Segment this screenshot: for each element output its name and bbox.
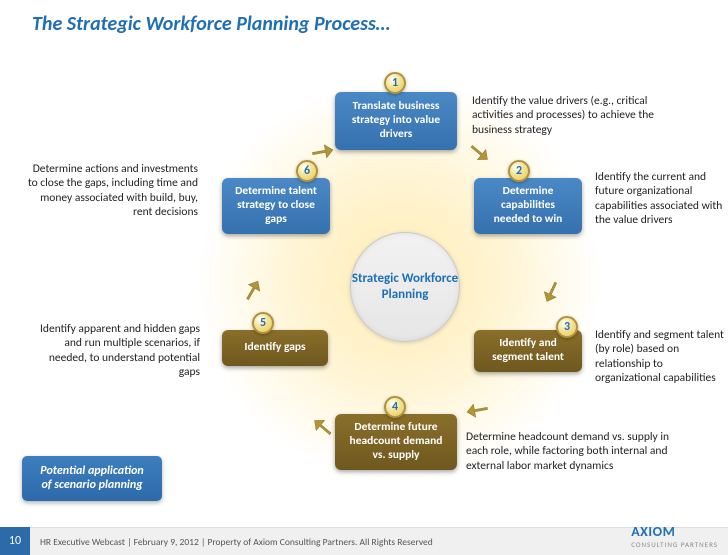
step-number-1: 1	[384, 72, 406, 94]
callout-scenario-planning: Potential application of scenario planni…	[22, 456, 162, 501]
footer: 10 HR Executive Webcast | February 9, 20…	[0, 527, 728, 555]
logo-sub: CONSULTING PARTNERS	[631, 540, 718, 549]
step-desc-6: Determine actions and investments to clo…	[22, 162, 198, 220]
step-desc-2: Identify the current and future organiza…	[595, 170, 728, 228]
logo-name: AXIOM	[631, 523, 675, 540]
step-number-4: 4	[384, 396, 406, 418]
page-title: The Strategic Workforce Planning Process…	[32, 12, 390, 36]
step-desc-5: Identify apparent and hidden gaps and ru…	[30, 322, 200, 380]
step-number-3: 3	[556, 316, 578, 338]
center-label: Strategic Workforce Planning	[351, 271, 459, 304]
process-node-4: Determine future headcount demand vs. su…	[335, 414, 457, 470]
center-hub: Strategic Workforce Planning	[350, 232, 460, 342]
cycle-arrow-5	[233, 273, 269, 309]
process-node-2: Determine capabilities needed to win	[474, 178, 582, 234]
step-desc-4: Determine headcount demand vs. supply in…	[466, 430, 686, 473]
process-node-1: Translate business strategy into value d…	[335, 92, 457, 150]
page-number: 10	[0, 527, 30, 555]
callout-text: Potential application of scenario planni…	[40, 464, 143, 492]
step-desc-1: Identify the value drivers (e.g., critic…	[472, 94, 672, 137]
logo-axiom: AXIOM CONSULTING PARTNERS	[631, 523, 718, 549]
cycle-arrow-3	[464, 396, 494, 426]
step-desc-3: Identify and segment talent (by role) ba…	[595, 328, 728, 386]
process-node-6: Determine talent strategy to close gaps	[222, 178, 330, 234]
step-number-6: 6	[296, 160, 318, 182]
step-number-2: 2	[508, 160, 530, 182]
footer-text: HR Executive Webcast | February 9, 2012 …	[30, 527, 728, 555]
process-node-5: Identify gaps	[222, 330, 328, 366]
step-number-5: 5	[252, 312, 274, 334]
cycle-arrow-1	[461, 133, 498, 170]
cycle-arrow-2	[536, 274, 571, 309]
